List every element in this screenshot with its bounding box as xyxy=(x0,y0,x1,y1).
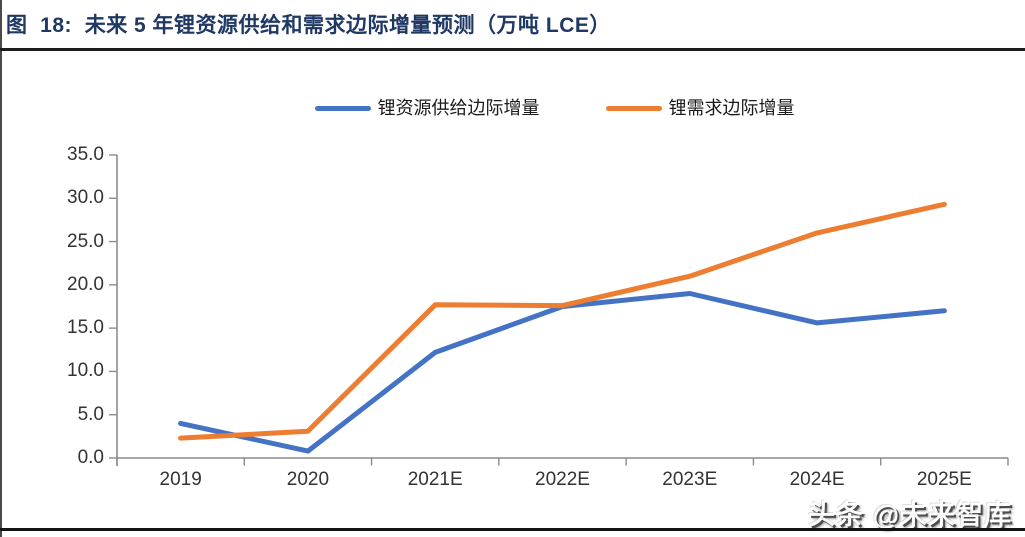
y-axis-label: 15.0 xyxy=(67,317,104,339)
title-divider xyxy=(0,48,1025,51)
y-axis-label: 35.0 xyxy=(67,144,104,165)
x-axis-label: 2019 xyxy=(159,469,202,490)
y-axis-label: 30.0 xyxy=(67,187,104,209)
legend-label-demand: 锂需求边际增量 xyxy=(668,98,795,118)
chart-legend: 锂资源供给边际增量 锂需求边际增量 xyxy=(0,97,1025,119)
y-axis-label: 25.0 xyxy=(67,230,104,252)
legend-label-supply: 锂资源供给边际增量 xyxy=(377,98,540,118)
y-axis-label: 10.0 xyxy=(67,360,104,382)
figure-title: 图 18: 未来 5 年锂资源供给和需求边际增量预测（万吨 LCE） xyxy=(6,14,611,37)
y-axis-label: 5.0 xyxy=(77,403,104,425)
watermark: 头条 @未来智库 xyxy=(808,500,1012,530)
left-border-rule xyxy=(0,0,2,537)
x-axis-label: 2020 xyxy=(286,469,330,490)
legend-item-supply: 锂资源供给边际增量 xyxy=(314,97,540,119)
supply-line-swatch-icon xyxy=(314,105,371,111)
demand-line-swatch-icon xyxy=(605,105,662,111)
legend-item-demand: 锂需求边际增量 xyxy=(605,97,795,119)
series-line-1 xyxy=(178,201,947,441)
y-axis-label: 20.0 xyxy=(67,273,104,295)
y-axis-label: 0.0 xyxy=(77,447,104,468)
x-axis-label: 2023E xyxy=(662,469,718,490)
x-axis-label: 2021E xyxy=(407,469,463,490)
bottom-divider xyxy=(0,528,1025,531)
x-axis-label: 2022E xyxy=(535,469,590,490)
series-line-0 xyxy=(178,291,947,454)
x-axis-label: 2024E xyxy=(789,469,845,490)
x-axis-label: 2025E xyxy=(916,469,972,490)
